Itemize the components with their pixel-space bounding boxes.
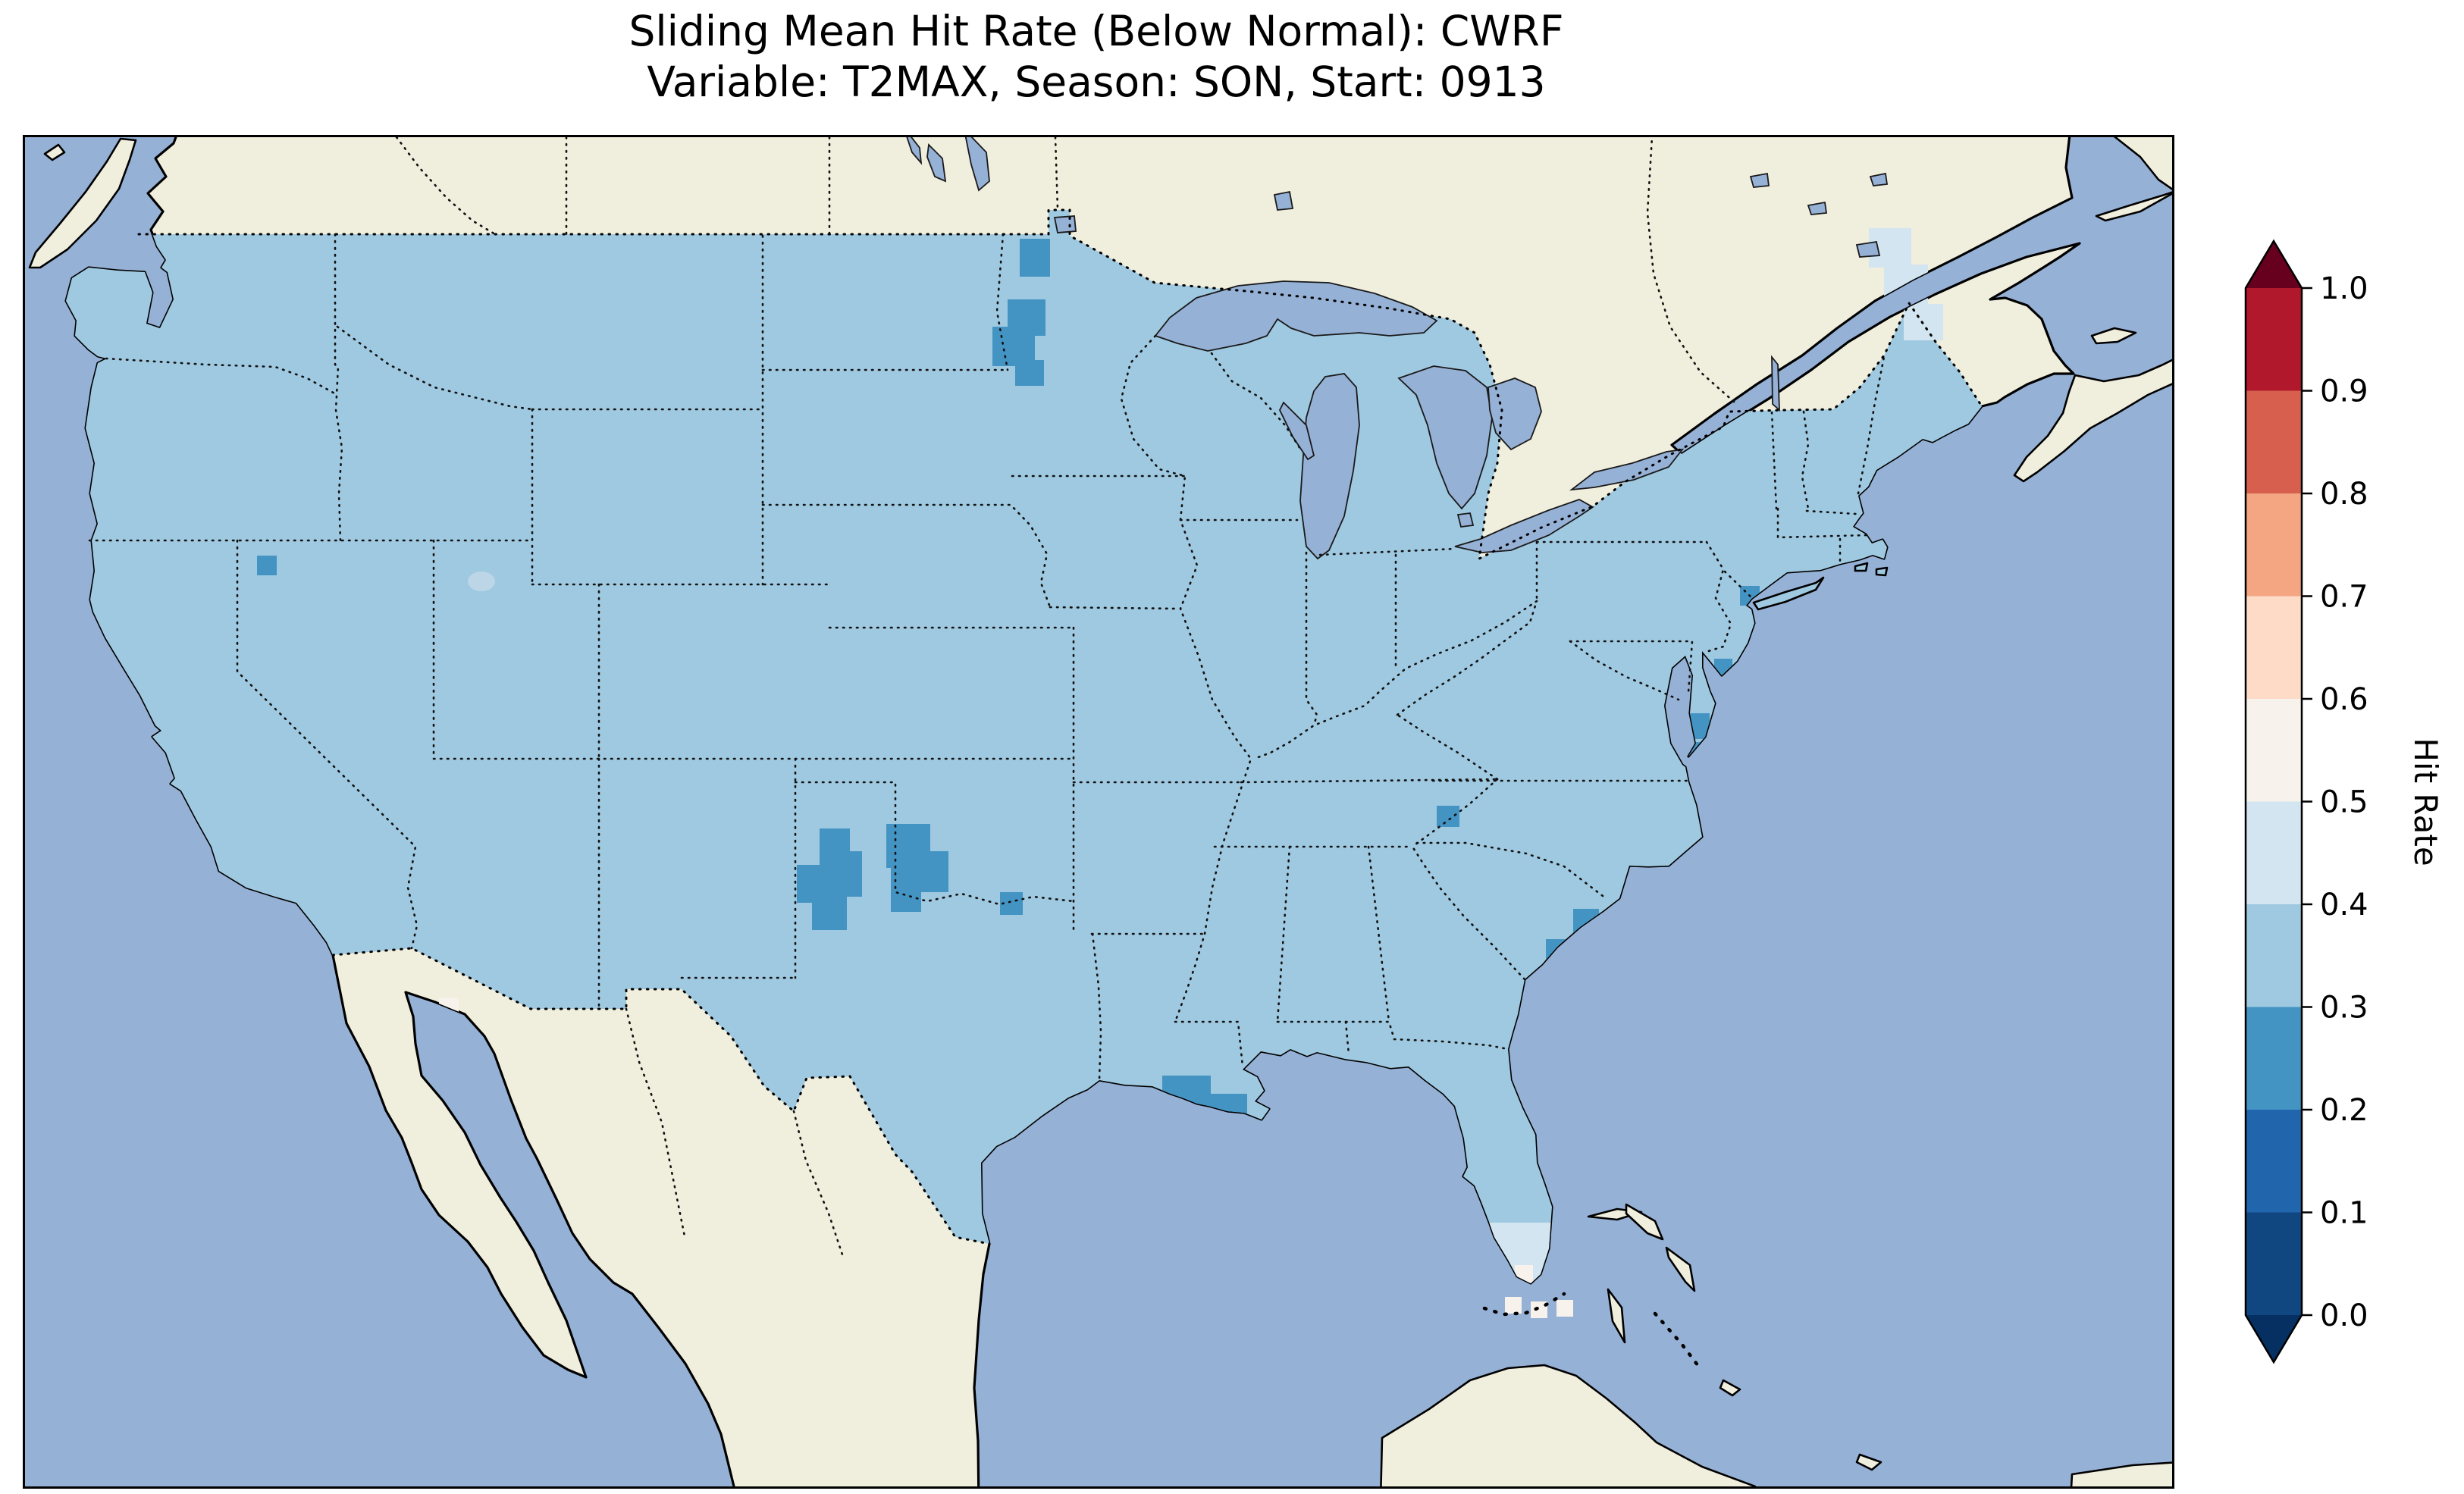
cuba bbox=[1380, 1364, 1757, 1486]
tick-label: 0.9 bbox=[2320, 374, 2368, 409]
lake-erie bbox=[1454, 499, 1594, 553]
grid-cell-low bbox=[1015, 360, 1044, 386]
tick-label: 0.8 bbox=[2320, 477, 2368, 512]
tick-label: 0.7 bbox=[2320, 580, 2368, 615]
us-canada-border bbox=[137, 208, 1983, 561]
bahama-cay-1 bbox=[1719, 1379, 1741, 1397]
colorbar-segment bbox=[2246, 390, 2302, 493]
colorbar-ticks bbox=[2302, 287, 2312, 1317]
colorbar-under-arrow bbox=[2246, 1315, 2302, 1362]
tick-label: 1.0 bbox=[2320, 271, 2368, 306]
great-salt-lake bbox=[468, 572, 495, 591]
lake-michigan bbox=[1299, 373, 1360, 560]
grid-cell-high bbox=[1904, 304, 1943, 340]
colorbar-segment bbox=[2246, 904, 2302, 1007]
colorbar-segment bbox=[2246, 1110, 2302, 1213]
prince-edward-island bbox=[2090, 327, 2137, 345]
grid-cell-low bbox=[1437, 806, 1459, 827]
bahama-cay-2 bbox=[1855, 1453, 1882, 1471]
lake-winnipegosis bbox=[906, 137, 923, 165]
foreign-land-islands bbox=[28, 137, 2172, 1486]
colorbar-segment bbox=[2246, 493, 2302, 597]
nova-scotia-island bbox=[2013, 359, 2172, 483]
tick-label: 0.6 bbox=[2320, 682, 2368, 717]
grid-cell-low bbox=[1020, 239, 1050, 277]
grid-cell-low bbox=[992, 327, 1035, 366]
colorbar-over-arrow bbox=[2246, 241, 2302, 288]
colorbar-segment bbox=[2246, 699, 2302, 802]
field-cells-pale-offshore bbox=[1505, 1297, 1573, 1318]
colorbar: 1.0 0.9 0.8 0.7 0.6 0.5 0.4 0.3 0.2 0.1 … bbox=[2244, 239, 2444, 1364]
newfoundland-corner bbox=[2113, 137, 2172, 191]
grid-cell-low bbox=[257, 556, 277, 575]
florida-keys bbox=[1482, 1292, 1566, 1317]
lake-champlain bbox=[1771, 355, 1780, 412]
haida-islet bbox=[43, 143, 66, 161]
us-mexico-border bbox=[331, 947, 991, 1245]
exuma-cays bbox=[1653, 1311, 1703, 1371]
lake-ontario bbox=[1569, 448, 1685, 491]
green-bay bbox=[1278, 401, 1315, 461]
colorbar-segment bbox=[2246, 288, 2302, 391]
tick-label: 0.0 bbox=[2320, 1298, 2368, 1333]
anticosti-island bbox=[2095, 191, 2172, 222]
colorbar-tick-labels: 1.0 0.9 0.8 0.7 0.6 0.5 0.4 0.3 0.2 0.1 … bbox=[2320, 271, 2368, 1333]
plot-title: Sliding Mean Hit Rate (Below Normal): CW… bbox=[23, 6, 2170, 108]
tick-label: 0.4 bbox=[2320, 888, 2368, 922]
tick-label: 0.3 bbox=[2320, 991, 2368, 1026]
lake-nipigon bbox=[1273, 190, 1294, 211]
abaco-island bbox=[1625, 1203, 1664, 1241]
marthas-vineyard bbox=[1854, 562, 1869, 572]
andros-island bbox=[1607, 1288, 1626, 1344]
quebec-lake-3 bbox=[1869, 172, 1889, 186]
colorbar-segments bbox=[2244, 239, 2303, 1364]
tick-label: 0.5 bbox=[2320, 785, 2368, 820]
us-islands bbox=[1752, 562, 1889, 611]
colorbar-axis-label: Hit Rate bbox=[2407, 738, 2444, 866]
grid-blob-low-west-texas-2 bbox=[886, 824, 948, 912]
grid-blob-low-west-texas-1 bbox=[797, 828, 862, 930]
lake-winnipeg bbox=[964, 137, 990, 192]
hispaniola-corner bbox=[2070, 1461, 2172, 1486]
colorbar-segment bbox=[2246, 1212, 2302, 1315]
eleuthera-island bbox=[1665, 1246, 1696, 1292]
lac-st-jean bbox=[1855, 240, 1881, 258]
national-borders bbox=[137, 208, 1983, 1245]
map-axes bbox=[23, 135, 2174, 1489]
long-island bbox=[1752, 576, 1825, 611]
lake-st-clair bbox=[1456, 512, 1475, 528]
lake-huron bbox=[1397, 365, 1493, 510]
title-line-2: Variable: T2MAX, Season: SON, Start: 091… bbox=[647, 58, 1546, 107]
nantucket bbox=[1875, 566, 1889, 577]
colorbar-segment bbox=[2246, 596, 2302, 699]
quebec-lake-2 bbox=[1807, 201, 1828, 215]
quebec-lake-1 bbox=[1749, 172, 1770, 188]
lake-superior bbox=[1154, 280, 1438, 352]
grid-blob-low-louisiana bbox=[1162, 1076, 1247, 1120]
lake-of-the-woods bbox=[1053, 215, 1077, 233]
grid-cell-pale bbox=[1531, 1301, 1547, 1318]
grid-cell-pale bbox=[1556, 1300, 1573, 1317]
grid-cell-pale bbox=[1505, 1297, 1522, 1314]
us-map bbox=[25, 137, 2172, 1486]
colorbar-segment bbox=[2246, 801, 2302, 904]
tick-label: 0.2 bbox=[2320, 1093, 2368, 1128]
lake-manitoba bbox=[926, 143, 947, 183]
lakes bbox=[906, 137, 1889, 560]
tick-label: 0.1 bbox=[2320, 1196, 2368, 1231]
state-borders bbox=[88, 137, 1886, 1261]
georgian-bay bbox=[1487, 377, 1542, 451]
colorbar-segment bbox=[2246, 1007, 2302, 1110]
title-line-1: Sliding Mean Hit Rate (Below Normal): CW… bbox=[629, 7, 1564, 55]
vancouver-island bbox=[28, 137, 137, 269]
